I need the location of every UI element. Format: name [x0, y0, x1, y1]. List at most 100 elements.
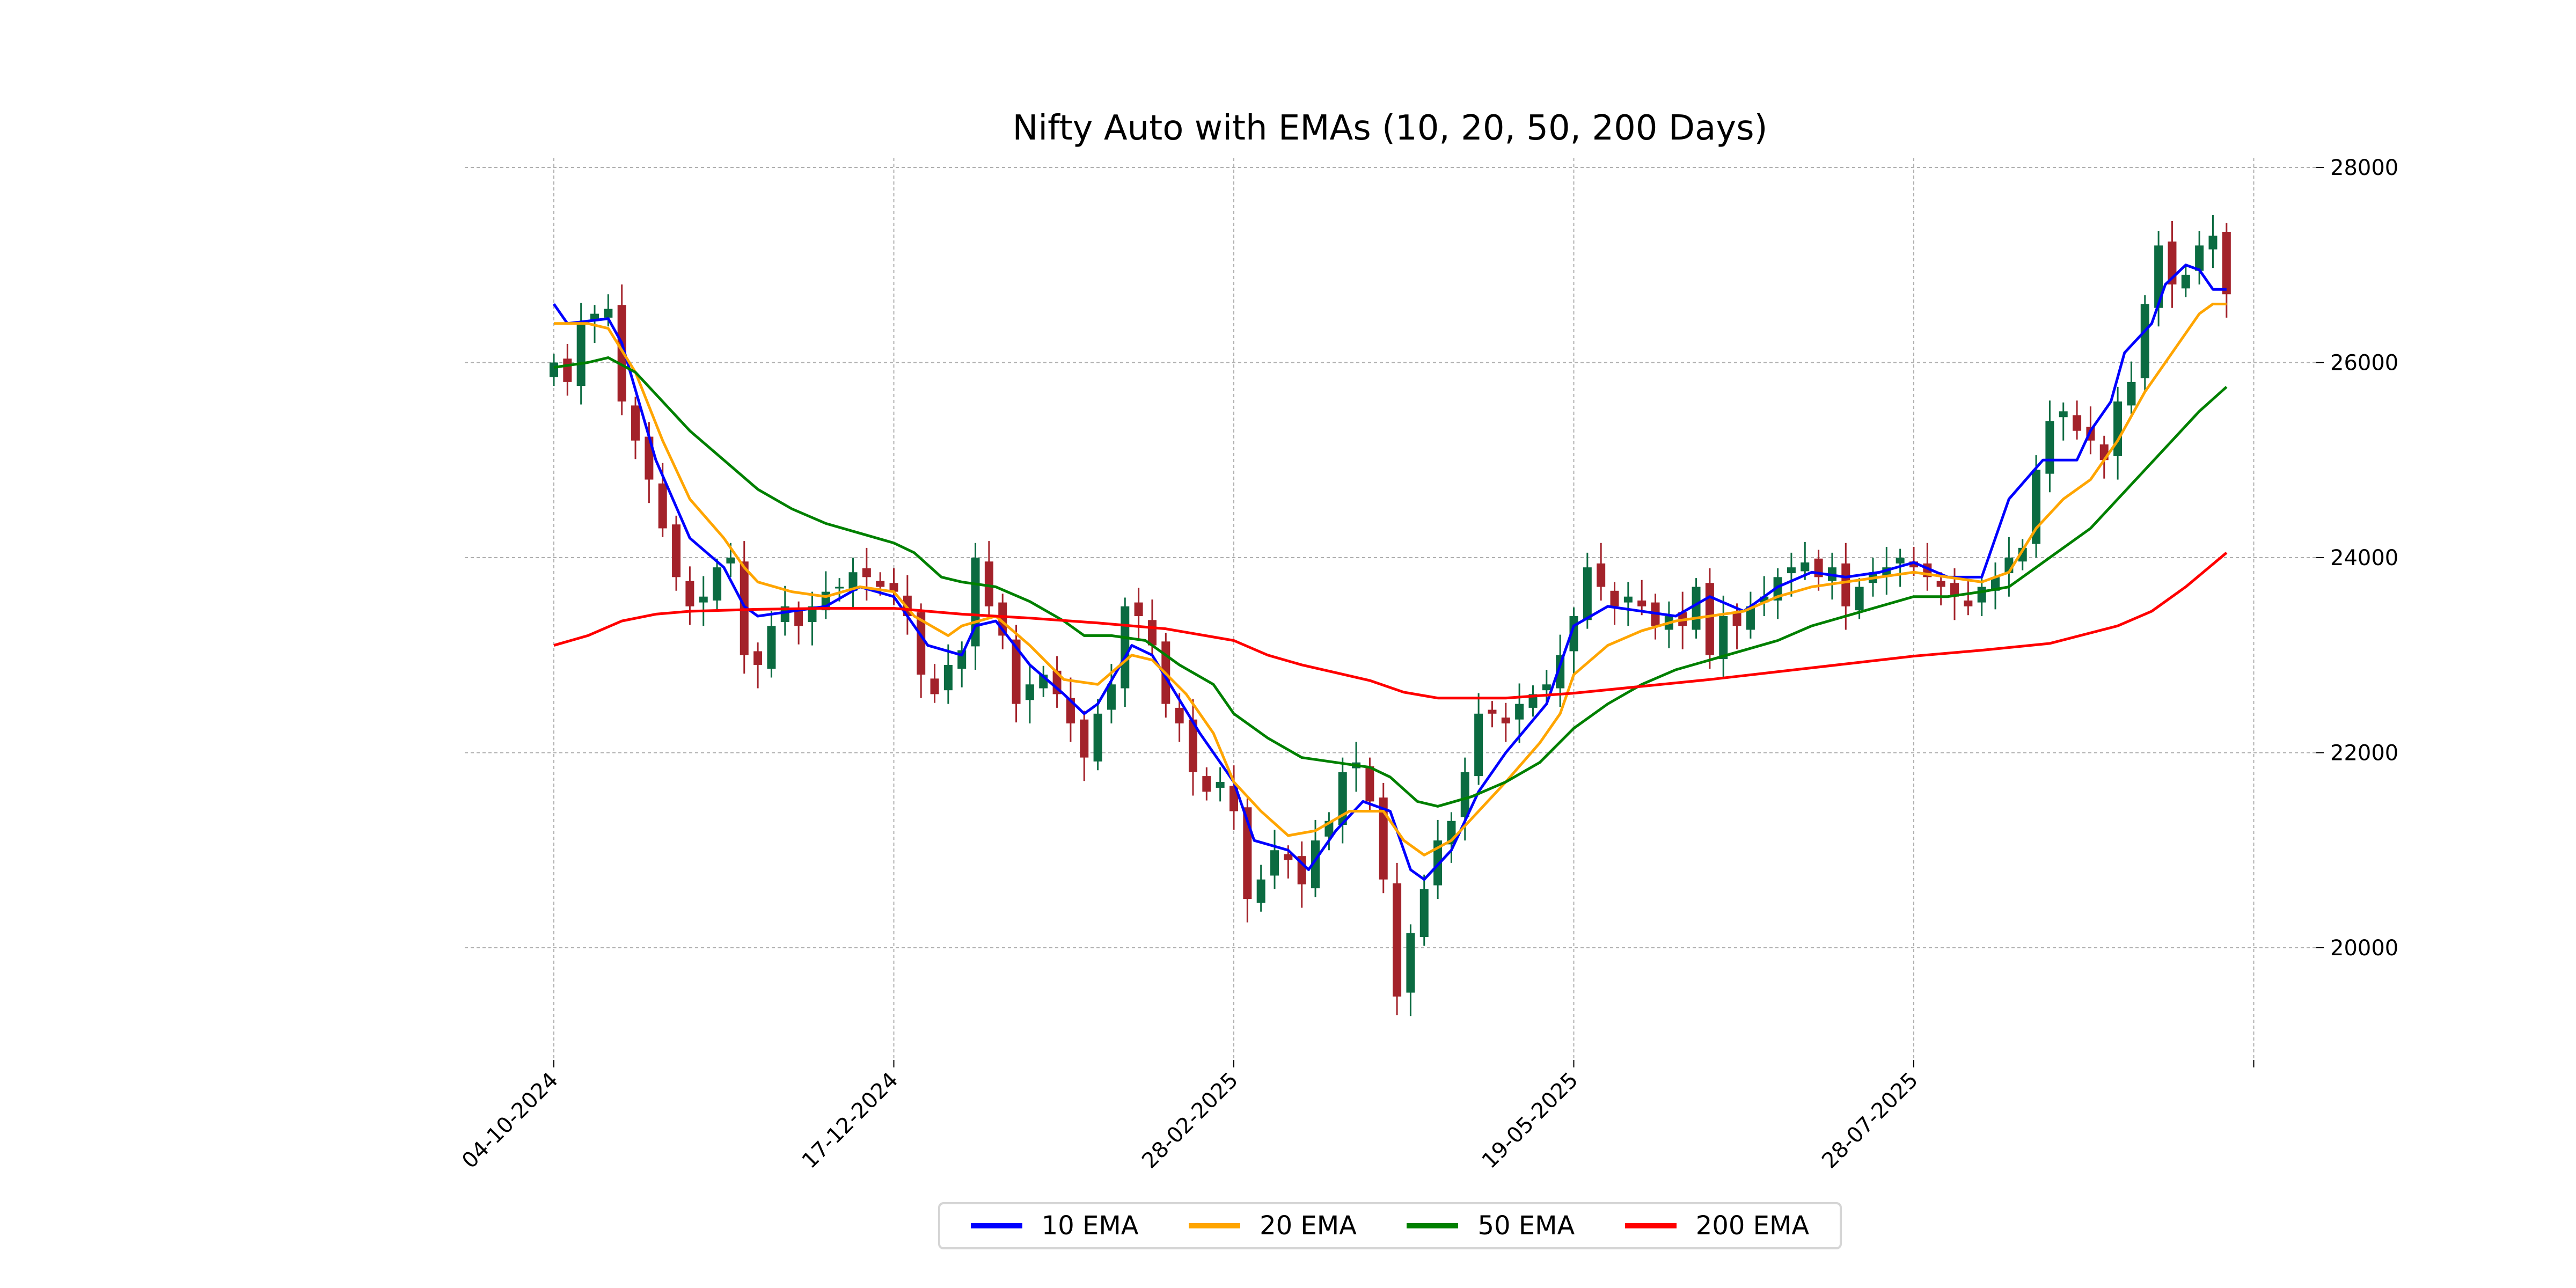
x-tick-label: 04-10-2024 [457, 1068, 563, 1174]
legend-swatch [970, 1223, 1022, 1228]
candle-down [1597, 563, 1606, 587]
candle-down [862, 568, 871, 577]
candle-down [1610, 590, 1619, 606]
candle-up [2059, 411, 2068, 418]
candle-down [617, 305, 626, 402]
y-tick-label: 20000 [2330, 936, 2398, 961]
candle-down [1909, 561, 1918, 568]
candle-down [1732, 612, 1741, 626]
candle-up [1460, 772, 1469, 817]
candle-down [1202, 776, 1211, 792]
candle-down [876, 581, 885, 587]
candle-up [1025, 684, 1034, 700]
candle-down [1175, 707, 1184, 723]
candle-down [1936, 581, 1945, 587]
candle-up [1311, 840, 1320, 889]
candle-up [2154, 245, 2163, 308]
y-tick-label: 24000 [2330, 546, 2398, 570]
candle-down [1365, 766, 1374, 802]
candle-up [699, 596, 708, 603]
legend-item-200-ema: 200 EMA [1624, 1211, 1810, 1241]
candle-up [1093, 713, 1102, 762]
candle-down [685, 581, 694, 606]
x-tick-label: 28-07-2025 [1817, 1068, 1923, 1174]
legend-swatch [1624, 1223, 1677, 1228]
candle-down [753, 651, 763, 665]
candle-down [1012, 639, 1021, 704]
candle-down [1188, 719, 1197, 772]
candle-up [1692, 587, 1701, 630]
candle-down [984, 561, 993, 606]
candle-up [1896, 558, 1905, 564]
candle-up [767, 626, 776, 669]
candle-up [1406, 933, 1415, 993]
candle-up [550, 362, 558, 377]
candle-up [1515, 704, 1524, 720]
candle-down [1284, 854, 1293, 860]
legend: 10 EMA 20 EMA 50 EMA 200 EMA [938, 1202, 1842, 1249]
candle-up [1991, 577, 2000, 591]
10-ema-line [552, 264, 2227, 881]
candle-up [1801, 562, 1810, 572]
candle-up [2195, 245, 2204, 271]
candle-down [1134, 602, 1143, 617]
candle-up [576, 323, 586, 386]
candle-down [1950, 583, 1959, 597]
candle-up [1556, 655, 1565, 689]
candle-up [808, 606, 817, 622]
candle-up [2113, 401, 2123, 456]
candle-up [1256, 879, 1265, 903]
candle-up [1542, 684, 1551, 691]
legend-swatch [1407, 1223, 1459, 1228]
candle-up [1121, 606, 1130, 689]
ema-lines [552, 264, 2228, 881]
candle-up [2045, 421, 2054, 474]
legend-item-50-ema: 50 EMA [1407, 1211, 1575, 1241]
chart-title: Nifty Auto with EMAs (10, 20, 50, 200 Da… [1012, 108, 1767, 148]
candle-down [658, 483, 667, 529]
candle-down [1841, 563, 1850, 606]
candle-down [672, 524, 681, 577]
legend-swatch [1189, 1223, 1241, 1228]
50-ema-line [553, 356, 2228, 808]
legend-label: 200 EMA [1695, 1211, 1810, 1241]
candle-up [1216, 782, 1225, 788]
x-tick-label: 28-02-2025 [1137, 1068, 1243, 1174]
candle-down [917, 612, 926, 675]
candle-up [943, 664, 953, 691]
candle-down [1393, 883, 1402, 997]
candle-up [604, 309, 613, 318]
candle-up [590, 313, 599, 320]
candle-down [1705, 583, 1714, 655]
candle-down [631, 405, 640, 441]
x-tick-label: 19-05-2025 [1477, 1068, 1583, 1174]
candle-up [1719, 616, 1728, 660]
candles [550, 215, 2231, 1016]
candle-up [1977, 587, 1986, 603]
candle-up [726, 558, 735, 564]
candle-up [2127, 382, 2136, 406]
candle-up [848, 572, 858, 591]
candle-up [2140, 304, 2149, 378]
200-ema-line [553, 551, 2228, 700]
candle-up [1760, 596, 1769, 603]
legend-item-20-ema: 20 EMA [1189, 1211, 1357, 1241]
y-tick-label: 22000 [2330, 741, 2398, 766]
20-ema-line [554, 302, 2227, 857]
candle-up [835, 587, 844, 589]
candle-down [1230, 786, 1238, 811]
candle-up [1107, 684, 1116, 710]
candle-down [889, 583, 898, 592]
x-tick-label: 17-12-2024 [797, 1068, 903, 1174]
legend-label: 20 EMA [1260, 1211, 1357, 1241]
candle-down [1964, 600, 1973, 606]
legend-item-10-ema: 10 EMA [970, 1211, 1139, 1241]
candle-down [1501, 718, 1510, 723]
y-tick-label: 26000 [2330, 351, 2398, 376]
candle-up [1270, 850, 1279, 876]
candle-up [1746, 606, 1755, 630]
legend-label: 50 EMA [1477, 1211, 1575, 1241]
axes: 20000 22000 24000 26000 28000 04-10-2024 17-12… [457, 156, 2398, 1173]
candle-down [1488, 709, 1497, 714]
candle-up [1623, 596, 1633, 603]
